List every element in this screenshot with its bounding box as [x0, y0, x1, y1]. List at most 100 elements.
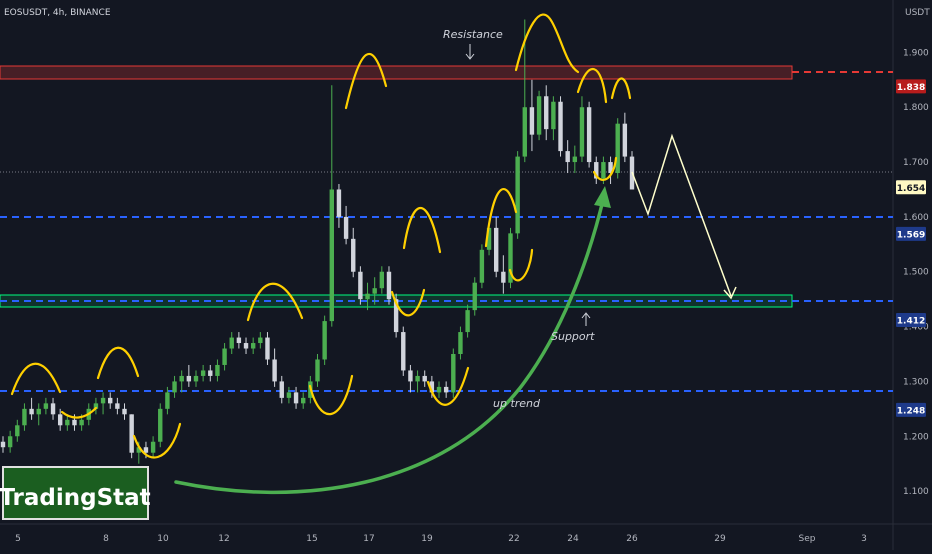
time-tick-label: 26: [626, 534, 638, 544]
candle: [265, 332, 270, 365]
price-label-text: 1.654: [897, 184, 925, 194]
time-axis[interactable]: 5 8 10 12 15 17 19 22 24 26 29 Sep 3: [15, 534, 867, 544]
swing-arc-5: [246, 282, 304, 322]
candle: [458, 326, 463, 360]
candle: [565, 140, 570, 174]
time-tick-label: 15: [306, 534, 317, 544]
candle: [415, 370, 420, 393]
price-tick-label: 1.500: [903, 268, 929, 278]
price-tick-label: 1.900: [903, 48, 929, 58]
candle: [179, 370, 184, 393]
logo-text: TradingStat: [0, 485, 151, 511]
price-label-text: 1.838: [897, 83, 925, 93]
symbol-title: EOSUSDT, 4h, BINANCE: [4, 8, 111, 18]
candle: [436, 381, 442, 398]
time-tick-label: 29: [714, 534, 726, 544]
price-tick-label: 1.800: [903, 103, 929, 113]
candle: [336, 184, 342, 228]
candle: [222, 343, 227, 371]
candle: [215, 359, 220, 382]
candle: [165, 386, 170, 415]
tradingstat-logo: TradingStat: [0, 466, 151, 520]
candle: [629, 151, 635, 190]
price-label-level: 1.248: [896, 402, 926, 417]
candle: [536, 90, 542, 141]
up-trend-arrow: [174, 194, 606, 495]
candle: [15, 419, 20, 442]
currency-label: USDT: [905, 8, 930, 18]
up-trend-annotation: up trend: [493, 397, 541, 410]
candle: [579, 96, 585, 163]
swing-arc-11: [484, 188, 518, 248]
candle: [258, 332, 263, 349]
candle: [193, 370, 199, 387]
projection-arrowhead: [723, 286, 737, 300]
swing-arc-15: [592, 156, 618, 181]
time-tick-label: 5: [15, 534, 21, 544]
candle: [315, 354, 320, 387]
candle: [551, 96, 556, 141]
candle: [586, 101, 592, 168]
candle: [622, 112, 628, 163]
candle: [465, 304, 470, 338]
candle: [493, 216, 499, 278]
candle: [329, 85, 334, 327]
logo-box: [2, 466, 149, 520]
candle: [422, 370, 427, 387]
swing-arc-16: [610, 77, 632, 100]
swing-arcs-layer: [10, 13, 632, 459]
candle: [293, 386, 299, 409]
candle: [501, 255, 506, 294]
swing-arc-7: [344, 52, 388, 110]
time-tick-label: 19: [421, 534, 433, 544]
swing-arc-4: [132, 422, 182, 459]
price-axis[interactable]: 1.100 1.200 1.300 1.400 1.500 1.600 1.700 1.800…: [903, 48, 929, 497]
candle: [93, 397, 99, 415]
resistance-pointer-head: [465, 53, 475, 60]
support-pointer-head: [581, 312, 591, 319]
candle: [351, 227, 356, 278]
candle: [100, 392, 106, 415]
candle: [50, 397, 56, 420]
swing-arc-8: [390, 288, 426, 317]
swing-arc-9: [402, 206, 442, 254]
candles-layer: [0, 19, 635, 464]
price-tick-label: 1.600: [903, 213, 929, 223]
time-tick-label: 3: [861, 534, 867, 544]
price-label-level: 1.412: [896, 313, 926, 327]
candle: [272, 348, 277, 387]
candle: [301, 392, 306, 409]
price-tick-label: 1.400: [903, 323, 929, 333]
price-label-text: 1.412: [897, 317, 925, 327]
price-labels-layer: 1.838 1.654 1.569 1.412 1.248: [896, 79, 926, 417]
candle: [243, 337, 249, 354]
candle: [286, 386, 292, 404]
candle: [379, 266, 385, 294]
candle: [343, 205, 349, 245]
price-label-text: 1.569: [897, 230, 925, 240]
candle: [472, 277, 477, 316]
swing-arc-1: [10, 362, 62, 396]
candle: [408, 364, 413, 393]
candle: [615, 118, 620, 179]
resistance-annotation: Resistance: [443, 28, 503, 41]
candle: [572, 145, 578, 174]
candle: [479, 244, 485, 289]
price-tick-label: 1.300: [903, 377, 929, 387]
candle: [115, 397, 120, 415]
candle: [186, 364, 192, 387]
swing-arc-2: [60, 406, 98, 419]
candle: [365, 282, 370, 311]
candle: [150, 436, 156, 459]
candle: [29, 397, 34, 420]
projection-path: [631, 133, 732, 297]
candle: [108, 392, 113, 409]
candle: [544, 85, 549, 141]
candle: [322, 315, 327, 365]
candle: [236, 332, 242, 349]
candle: [65, 414, 70, 431]
candle: [279, 375, 284, 404]
candle: [57, 408, 63, 431]
